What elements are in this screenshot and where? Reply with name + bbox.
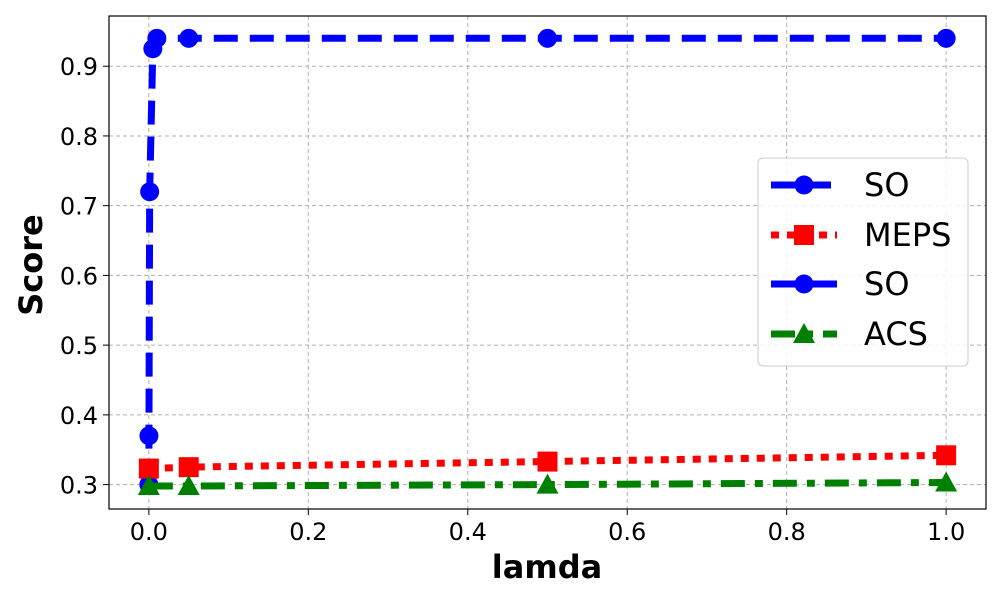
series-line <box>148 479 947 490</box>
x-tick-label: 1.0 <box>927 518 965 546</box>
data-point <box>177 474 200 495</box>
legend-item: ACS <box>771 315 928 353</box>
data-point <box>935 471 958 492</box>
x-axis-label: lamda <box>492 548 602 586</box>
legend-label: MEPS <box>864 216 951 254</box>
y-tick-label: 0.5 <box>60 332 98 360</box>
data-point <box>538 28 557 48</box>
legend-box <box>757 157 969 367</box>
legend-marker <box>794 175 814 195</box>
x-tick-label: 0.8 <box>768 518 806 546</box>
legend-item: SO <box>771 265 910 303</box>
data-point <box>139 426 159 446</box>
data-point <box>537 451 558 472</box>
x-tick-label: 0.6 <box>608 518 646 546</box>
data-point <box>178 457 199 478</box>
y-tick-label: 0.3 <box>60 472 98 500</box>
series-meps <box>138 445 957 479</box>
data-point <box>137 474 160 495</box>
x-axis-ticks: 0.0 0.2 0.4 0.6 0.8 1.0 <box>130 509 965 546</box>
y-tick-label: 0.9 <box>60 53 98 81</box>
y-tick-label: 0.7 <box>60 193 98 221</box>
plot-lines <box>137 28 958 495</box>
data-point <box>536 473 559 494</box>
y-tick-label: 0.4 <box>60 402 98 430</box>
plot-frame <box>108 15 987 510</box>
legend: SO MEPS SO ACS <box>757 157 969 367</box>
legend-item: SO <box>771 166 910 204</box>
legend-item: MEPS <box>771 216 951 254</box>
data-point <box>147 28 167 48</box>
data-point <box>936 28 956 48</box>
legend-marker <box>794 274 814 294</box>
legend-marker <box>793 323 815 343</box>
y-axis-label: Score <box>12 214 50 315</box>
data-point <box>936 445 957 466</box>
data-point <box>140 182 160 202</box>
x-tick-label: 0.4 <box>449 518 487 546</box>
legend-label: ACS <box>864 315 928 353</box>
series-acs <box>137 471 958 495</box>
data-point <box>179 28 199 48</box>
legend-marker <box>794 225 814 245</box>
x-tick-label: 0.0 <box>130 518 168 546</box>
legend-label: SO <box>864 265 910 303</box>
legend-label: SO <box>864 166 910 204</box>
data-point <box>138 458 159 479</box>
series-line <box>148 451 947 473</box>
series-so <box>139 28 956 495</box>
y-tick-label: 0.6 <box>60 262 98 290</box>
y-tick-label: 0.8 <box>60 123 98 151</box>
x-tick-label: 0.2 <box>289 518 327 546</box>
y-axis-ticks: 0.3 0.4 0.5 0.6 0.7 0.8 0.9 <box>60 53 109 500</box>
